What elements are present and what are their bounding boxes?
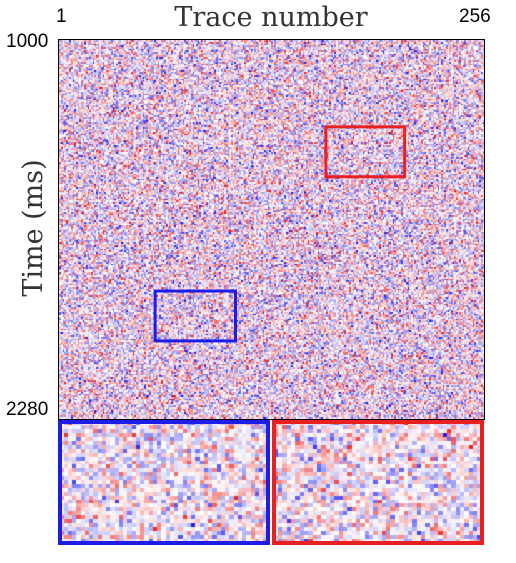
x-tick-start: 1 — [56, 6, 67, 27]
inset-zoom-blue — [60, 422, 268, 543]
x-axis-title: Trace number — [174, 2, 368, 33]
seismic-section — [58, 39, 485, 419]
x-tick-end: 256 — [459, 6, 491, 27]
y-axis-title: Time (ms) — [18, 159, 49, 297]
y-tick-end: 2280 — [6, 399, 49, 420]
seismic-heatmap — [58, 39, 485, 419]
y-tick-start: 1000 — [6, 31, 49, 52]
inset-zoom-red — [274, 422, 482, 543]
inset-red-heatmap — [274, 422, 482, 543]
inset-blue-heatmap — [60, 422, 268, 543]
